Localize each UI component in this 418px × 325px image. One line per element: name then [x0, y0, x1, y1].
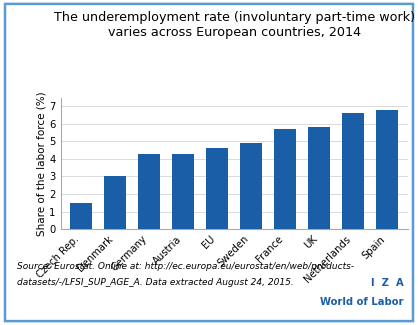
Bar [342, 113, 364, 229]
Text: datasets/-/LFSI_SUP_AGE_A. Data extracted August 24, 2015.: datasets/-/LFSI_SUP_AGE_A. Data extracte… [17, 278, 293, 287]
Text: The underemployment rate (involuntary part-time work)
varies across European cou: The underemployment rate (involuntary pa… [54, 11, 415, 39]
Y-axis label: Share of the labor force (%): Share of the labor force (%) [37, 91, 46, 236]
Bar [240, 143, 262, 229]
Text: Source: Eurostat. Online at: http://ec.europa.eu/eurostat/en/web/products-: Source: Eurostat. Online at: http://ec.e… [17, 262, 354, 271]
Bar [274, 129, 296, 229]
Bar [70, 203, 92, 229]
Bar [138, 154, 160, 229]
Bar [172, 154, 194, 229]
Text: I  Z  A: I Z A [371, 278, 403, 288]
Text: World of Labor: World of Labor [320, 297, 403, 307]
Bar [104, 176, 126, 229]
Bar [308, 127, 330, 229]
Bar [376, 110, 398, 229]
Bar [206, 149, 228, 229]
